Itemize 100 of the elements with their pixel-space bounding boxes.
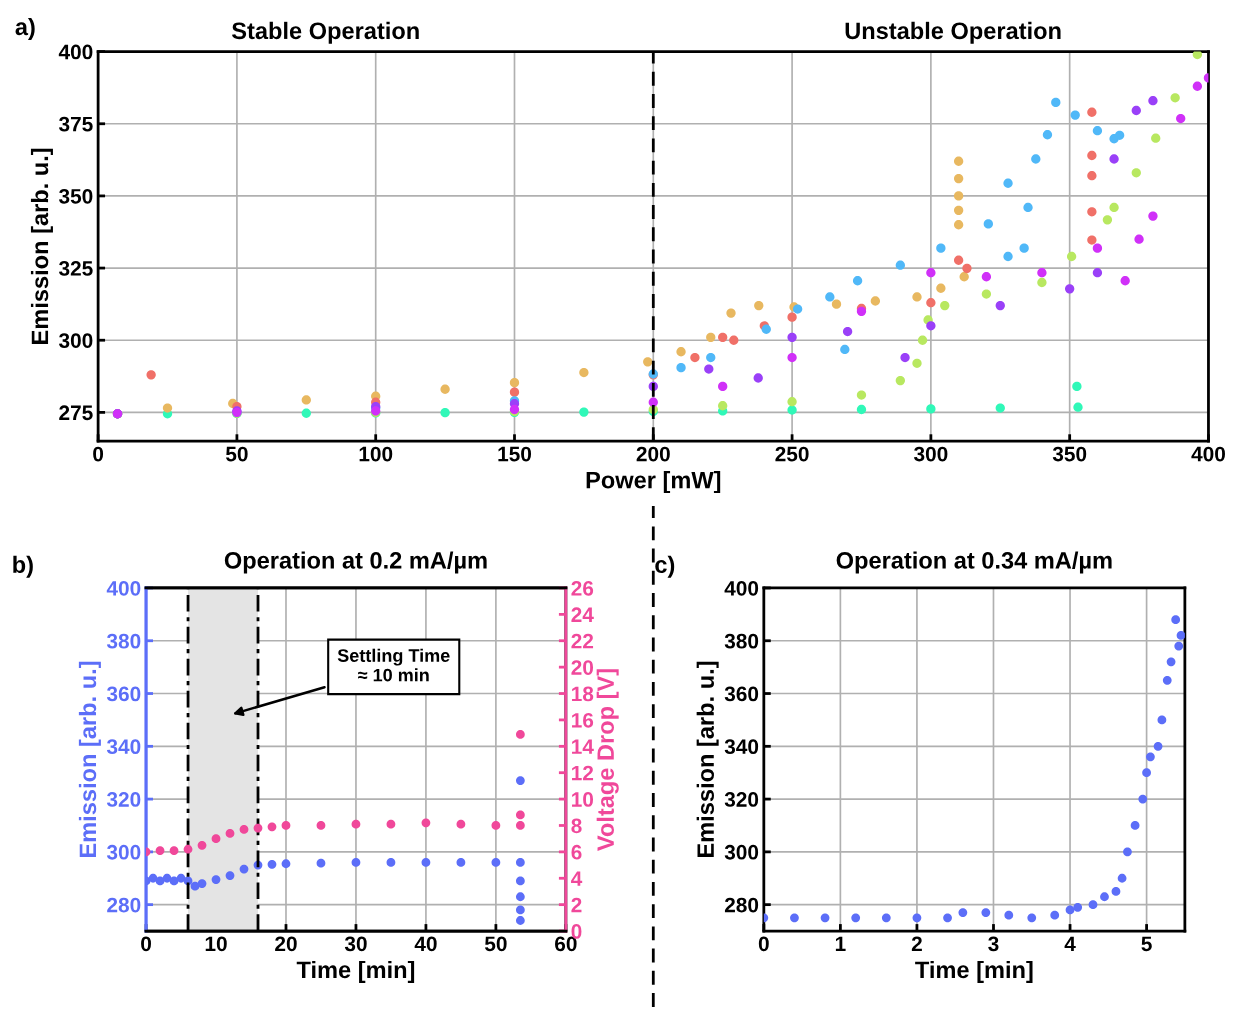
point <box>1153 741 1163 751</box>
point <box>1031 154 1041 164</box>
y-tick-label: 380 <box>724 633 759 649</box>
point <box>1157 715 1167 725</box>
point <box>301 395 311 405</box>
point <box>1065 905 1075 915</box>
y-tick-label: 325 <box>58 261 93 276</box>
point <box>820 913 830 923</box>
point <box>1109 202 1119 213</box>
y2-tick-label: 8 <box>571 818 582 834</box>
point <box>981 272 992 282</box>
point <box>1051 97 1061 108</box>
point <box>421 818 431 828</box>
point <box>787 352 797 363</box>
point <box>579 367 589 378</box>
point <box>917 335 928 345</box>
point <box>1023 202 1033 213</box>
point <box>351 819 361 829</box>
text: b) <box>13 555 33 578</box>
point <box>676 347 686 357</box>
point <box>1092 243 1103 253</box>
chart-title: Operation at 0.34 mA/µm <box>836 551 1112 574</box>
point <box>351 858 361 867</box>
point <box>787 405 797 415</box>
x-tick-label: 400 <box>1191 446 1225 462</box>
point <box>648 397 658 407</box>
point <box>912 358 922 368</box>
y2-tick-label: 22 <box>571 633 594 649</box>
x-tick-label: 100 <box>359 446 393 462</box>
point <box>787 332 797 342</box>
annotation: Settling Time ≈ 10 min <box>337 648 450 682</box>
point <box>754 300 764 311</box>
point <box>183 844 193 854</box>
point <box>718 381 728 392</box>
text: Unstable Operation <box>845 21 1061 44</box>
y-tick-label: 280 <box>107 897 141 913</box>
y-tick-label: 400 <box>106 580 141 596</box>
point <box>1003 251 1013 262</box>
point <box>239 825 249 834</box>
point <box>983 219 993 229</box>
point <box>726 308 736 318</box>
point <box>1192 81 1203 91</box>
point <box>895 375 905 386</box>
point <box>943 913 952 923</box>
y-axis-title: Emission [arb. u.] <box>78 661 101 857</box>
point <box>852 276 863 286</box>
y-axis-title: Emission [arb. u.] <box>696 661 719 857</box>
point <box>197 879 207 888</box>
point <box>1072 381 1082 392</box>
x-tick-label: 300 <box>913 446 948 462</box>
y2-tick-label: 20 <box>571 660 594 675</box>
point <box>491 821 501 830</box>
point <box>953 191 964 201</box>
x-tick-label: 350 <box>1052 446 1087 462</box>
point <box>281 821 291 830</box>
point <box>900 352 910 363</box>
point <box>936 243 946 253</box>
point <box>509 387 520 397</box>
y2-tick-label: 10 <box>572 792 594 807</box>
y2-tick-label: 24 <box>571 607 594 622</box>
point <box>940 300 950 311</box>
point <box>926 268 936 278</box>
point <box>953 255 964 265</box>
point <box>211 834 221 844</box>
y-tick-label: 300 <box>724 844 759 860</box>
point <box>316 858 326 868</box>
point <box>515 821 525 830</box>
point <box>1123 847 1132 857</box>
point <box>1117 873 1127 883</box>
point <box>706 332 716 342</box>
y-tick-label: 320 <box>724 792 759 807</box>
text: Stable Operation <box>231 21 419 44</box>
point <box>515 810 525 820</box>
x-axis-title: Time [min] <box>296 960 415 983</box>
point <box>253 823 263 833</box>
point <box>225 871 235 881</box>
point <box>790 913 799 923</box>
y-tick-label: 340 <box>724 739 759 755</box>
point <box>792 304 803 314</box>
point <box>1019 243 1029 253</box>
y-tick-label: 375 <box>58 116 93 132</box>
y-axis-title: Emission [arb. u.] <box>30 148 53 344</box>
y-tick-label: 360 <box>106 686 141 702</box>
point <box>995 300 1005 311</box>
point <box>1037 277 1047 288</box>
x-tick-label: 150 <box>498 446 532 462</box>
y-tick-label: 360 <box>724 686 759 702</box>
y-tick-label: 350 <box>58 188 93 204</box>
point <box>912 913 922 923</box>
point <box>579 407 589 417</box>
point <box>211 875 221 884</box>
point <box>1138 794 1148 804</box>
y2-tick-label: 12 <box>572 765 594 781</box>
point <box>831 299 842 309</box>
point <box>225 829 235 838</box>
point <box>676 362 686 373</box>
point <box>787 312 797 322</box>
point <box>1042 130 1053 140</box>
y-tick-label: 340 <box>106 739 141 755</box>
point <box>706 352 716 363</box>
